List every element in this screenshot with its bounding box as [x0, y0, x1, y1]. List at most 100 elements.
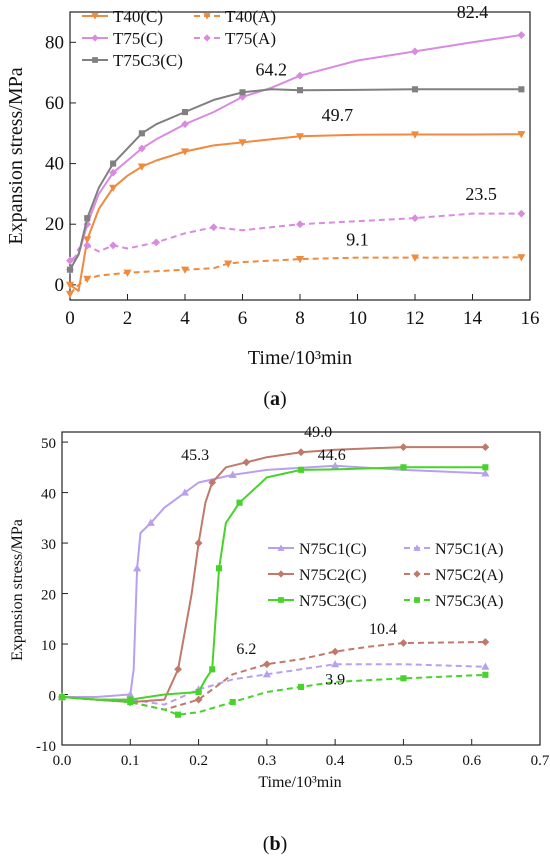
legend-label: N75C2(A): [435, 567, 503, 584]
value-annotation: 64.2: [256, 60, 288, 80]
data-point: [239, 89, 246, 96]
value-annotation: 49.0: [304, 424, 332, 441]
data-point: [331, 659, 340, 668]
data-point: [181, 108, 189, 116]
data-point: [194, 695, 203, 704]
data-point: [517, 254, 526, 262]
legend-marker: [203, 13, 211, 20]
value-annotation: 49.7: [322, 105, 354, 125]
data-point: [180, 488, 189, 496]
x-tick-label: 8: [295, 308, 305, 329]
legend-marker: [413, 570, 421, 578]
data-point: [215, 565, 223, 572]
data-point: [152, 238, 161, 247]
data-point: [400, 675, 407, 682]
legend-marker: [91, 34, 99, 42]
y-tick-label: -10: [36, 739, 56, 755]
series-line-N75C1(C): [62, 464, 486, 698]
data-point: [175, 711, 182, 718]
legend-label: T40(C): [113, 7, 163, 26]
legend-label: T75(A): [225, 29, 276, 48]
series-line-N75C2(C): [61, 446, 486, 704]
data-point: [481, 443, 490, 452]
data-point: [410, 254, 420, 262]
data-point: [399, 639, 408, 647]
data-point: [481, 469, 490, 477]
data-point: [297, 683, 305, 691]
y-tick-label: 80: [45, 32, 64, 53]
series-line-N75C3(C): [61, 466, 486, 701]
panel-label-b: (b): [263, 833, 287, 855]
y-tick-label: 10: [41, 638, 56, 654]
ticks-a: 0 2 4 6 8 10 12 14 16 0 20 40 60 80: [45, 32, 540, 329]
plot-frame-b: [61, 431, 541, 746]
data-point: [482, 464, 489, 471]
data-point: [229, 699, 236, 706]
data-point: [262, 660, 271, 669]
legend-label: N75C1(C): [299, 541, 367, 558]
data-point: [481, 662, 490, 670]
data-point: [297, 448, 305, 457]
value-annotation: 44.6: [318, 447, 346, 464]
data-point: [238, 139, 247, 147]
legend-marker: [91, 13, 99, 20]
data-point: [83, 275, 92, 284]
legend-label: N75C3(C): [299, 593, 367, 610]
legend-label: N75C1(A): [435, 541, 503, 558]
data-point: [482, 671, 489, 678]
y-tick-label: 40: [45, 154, 64, 175]
legend-label: T75C3(C): [113, 51, 183, 70]
x-axis-label-a: Time/10³min: [248, 347, 352, 369]
data-point: [411, 47, 419, 56]
data-point: [242, 458, 251, 467]
data-point: [109, 168, 118, 177]
x-tick-label: 0.0: [53, 753, 72, 769]
data-point: [66, 256, 74, 265]
data-point: [109, 184, 118, 193]
value-annotation: 45.3: [181, 447, 209, 464]
data-point: [65, 290, 75, 299]
data-point: [209, 223, 218, 232]
value-annotation: 23.5: [465, 184, 497, 204]
data-point: [296, 220, 304, 229]
data-point: [133, 564, 142, 572]
data-point: [194, 539, 203, 547]
data-point: [127, 699, 134, 706]
x-tick-label: 0: [65, 308, 75, 329]
x-tick-label: 12: [406, 308, 425, 329]
series-line-N75C3(A): [61, 673, 486, 716]
series-line-T75(A): [69, 212, 522, 271]
data-point: [110, 160, 117, 167]
x-tick-label: 0.1: [121, 753, 140, 769]
data-point: [58, 693, 66, 701]
data-point: [331, 461, 340, 469]
x-tick-label: 4: [180, 308, 190, 329]
data-point: [174, 665, 182, 674]
legend-marker: [203, 34, 211, 42]
ticks-b: 0.0 0.1 0.2 0.3 0.4 0.5 0.6 0.7 -10 0 10 20 30 40 50: [36, 436, 550, 769]
data-point: [224, 260, 233, 268]
y-tick-label: 30: [41, 537, 56, 553]
data-point: [411, 214, 419, 223]
data-point: [83, 241, 92, 250]
data-point: [411, 86, 419, 93]
data-point: [517, 31, 526, 39]
data-point: [297, 466, 305, 473]
value-annotation: 10.4: [369, 621, 397, 638]
data-point: [123, 269, 132, 277]
x-tick-label: 0.7: [531, 753, 550, 769]
panel-label-a: (a): [263, 388, 286, 410]
data-point: [83, 236, 92, 244]
legend-label: T40(A): [225, 7, 276, 26]
value-annotation: 3.9: [325, 671, 345, 688]
data-point: [195, 688, 202, 696]
legend-marker: [413, 544, 421, 551]
data-point: [65, 281, 75, 290]
y-tick-label: 60: [45, 93, 64, 114]
legend-label: T75(C): [113, 29, 163, 48]
data-point: [517, 131, 526, 139]
x-tick-label: 16: [521, 308, 540, 329]
x-tick-label: 14: [463, 308, 483, 329]
y-tick-label: 20: [41, 588, 56, 604]
